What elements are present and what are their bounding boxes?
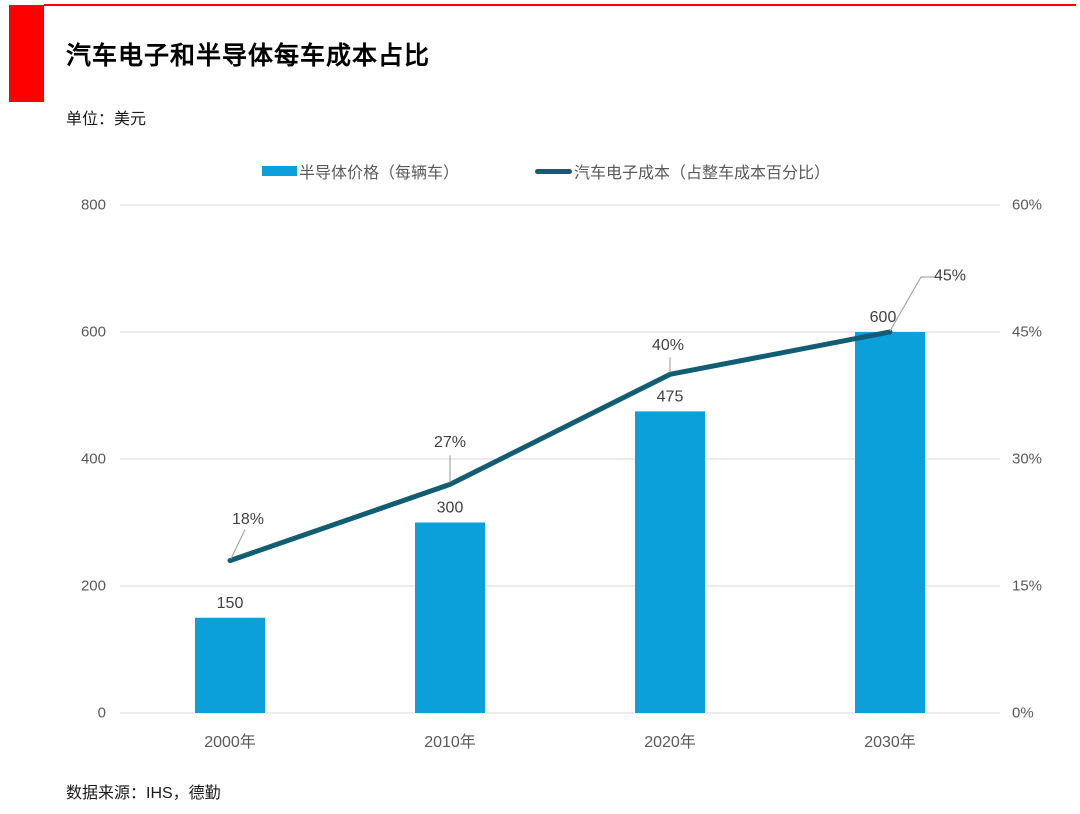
bar-value-label: 475: [657, 388, 684, 405]
y-axis-tick-left: 800: [81, 197, 106, 214]
x-axis-label: 2020年: [644, 733, 696, 751]
y-axis-tick-right: 0%: [1012, 705, 1034, 722]
x-axis-label: 2000年: [204, 733, 256, 751]
bar-2020年: [635, 411, 705, 713]
bar-2000年: [195, 617, 265, 713]
bar-value-label: 150: [217, 595, 244, 612]
line-point-label: 27%: [434, 434, 466, 451]
line-point-label: 18%: [232, 511, 264, 528]
data-source-note: 数据来源：IHS，德勤: [66, 785, 221, 802]
line-point-label: 40%: [652, 337, 684, 354]
bar-2030年: [855, 332, 925, 713]
y-axis-tick-left: 200: [81, 578, 106, 595]
legend-label-electronics-cost: 汽车电子成本（占整车成本百分比）: [574, 165, 831, 182]
page-title: 汽车电子和半导体每车成本占比: [66, 42, 431, 70]
red-brand-square: [9, 5, 44, 102]
chart-legend: 半导体价格（每辆车） 汽车电子成本（占整车成本百分比）: [6, 159, 1080, 183]
y-axis-tick-right: 60%: [1012, 197, 1042, 214]
line-point-label: 45%: [934, 268, 966, 285]
annotation-leader-line: [889, 276, 934, 332]
y-axis-tick-left: 600: [81, 324, 106, 341]
legend-item-semiconductor-price: 半导体价格（每辆车）: [261, 159, 459, 183]
y-axis-tick-right: 30%: [1012, 451, 1042, 468]
annotation-leader-line: [230, 529, 246, 559]
line-series-swatch: [535, 168, 572, 174]
y-axis-tick-right: 45%: [1012, 324, 1042, 341]
unit-label: 单位：美元: [66, 111, 147, 128]
y-axis-tick-left: 0: [98, 705, 106, 722]
bar-2010年: [415, 522, 485, 713]
red-top-rule: [44, 4, 1076, 6]
x-axis-label: 2010年: [424, 733, 476, 751]
y-axis-tick-right: 15%: [1012, 578, 1042, 595]
y-axis-tick-left: 400: [81, 451, 106, 468]
trend-line: [227, 329, 893, 564]
legend-item-electronics-cost: 汽车电子成本（占整车成本百分比）: [535, 159, 830, 183]
bar-value-label: 300: [437, 500, 464, 517]
x-axis-label: 2030年: [864, 733, 916, 751]
bar-series-swatch: [261, 166, 297, 176]
legend-label-semiconductor-price: 半导体价格（每辆车）: [298, 165, 459, 182]
bar-value-label: 600: [870, 309, 897, 326]
